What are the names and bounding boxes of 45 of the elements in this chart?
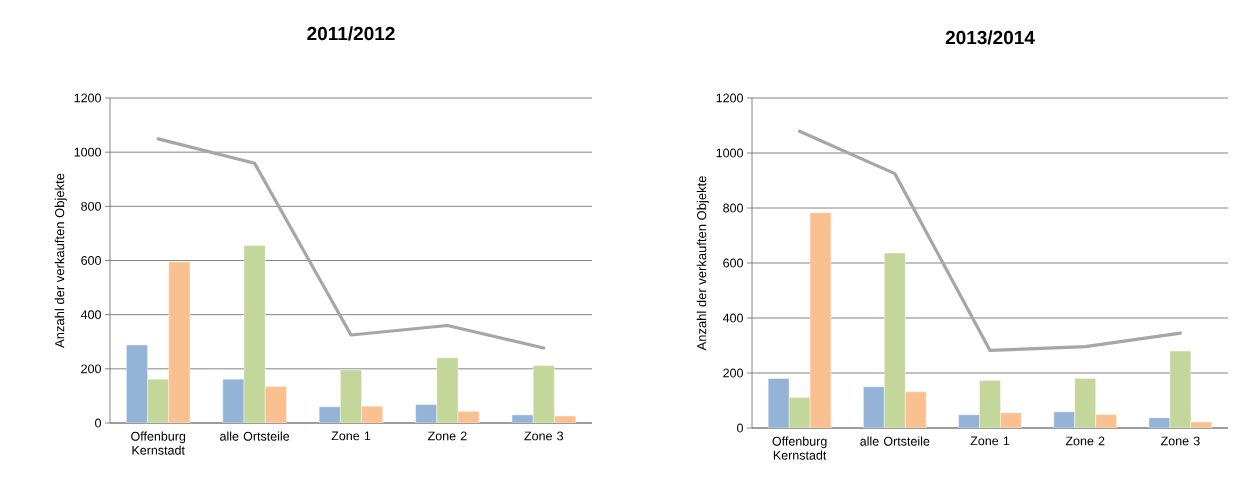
x-tick-label: Zone 1: [970, 436, 1010, 446]
bar: [168, 261, 191, 423]
y-tick-label: 600: [81, 256, 101, 265]
y-tick-label: 1200: [716, 93, 743, 103]
y-axis-title: Anzahl der verkauften Objekte: [696, 176, 709, 351]
y-tick-label: 200: [723, 368, 743, 378]
chart-title: 2013/2014: [945, 30, 1035, 45]
chart-title: 2011/2012: [307, 26, 395, 41]
y-tick-label: 200: [81, 364, 101, 374]
bar: [222, 378, 245, 423]
x-tick-label: alle Ortsteile: [860, 436, 930, 446]
bar: [243, 245, 266, 423]
bar: [533, 365, 555, 423]
x-tick-label: Zone 2: [427, 431, 467, 441]
y-tick-label: 400: [722, 313, 743, 323]
bar: [884, 253, 906, 428]
bar: [979, 380, 1001, 428]
x-tick-label: Zone 1: [331, 431, 371, 441]
line-series: [798, 129, 1183, 353]
x-tick-label: alle Ortsteile: [220, 431, 290, 441]
bar: [905, 391, 927, 428]
y-axis-title: Anzahl der verkauften Objekte: [54, 173, 67, 348]
y-tick-label: 0: [737, 423, 744, 433]
bar: [1074, 378, 1096, 428]
bar: [147, 378, 169, 423]
x-tick-label: Offenburg Kernstadt: [772, 436, 827, 460]
y-tick-label: 1000: [74, 147, 101, 157]
line-series: [156, 137, 546, 350]
bar: [436, 357, 459, 423]
bar: [340, 369, 362, 423]
y-tick-label: 600: [723, 258, 743, 268]
bar: [809, 212, 832, 428]
y-tick-label: 0: [95, 418, 101, 428]
y-tick-label: 400: [80, 310, 101, 320]
y-tick-label: 1000: [716, 148, 743, 158]
y-tick-label: 800: [723, 203, 743, 213]
x-tick-label: Zone 3: [524, 431, 564, 441]
x-tick-label: Zone 2: [1065, 436, 1105, 446]
bar: [126, 344, 148, 423]
y-tick-label: 800: [81, 201, 101, 211]
x-tick-label: Zone 3: [1161, 436, 1200, 446]
y-tick-label: 1200: [74, 93, 101, 103]
bar: [265, 386, 287, 423]
bar: [863, 386, 885, 428]
x-tick-label: Offenburg Kernstadt: [131, 431, 186, 455]
